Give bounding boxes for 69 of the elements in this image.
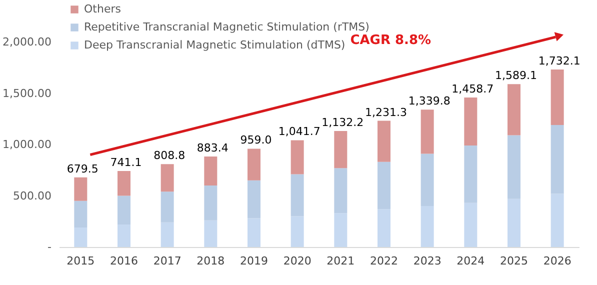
bar xyxy=(204,186,218,220)
x-tick-label: 2017 xyxy=(153,254,182,268)
bar xyxy=(290,174,304,216)
bar xyxy=(248,180,260,218)
bar xyxy=(248,218,260,247)
bar xyxy=(74,177,88,201)
total-label: 1,732.1 xyxy=(538,54,580,68)
x-tick-label: 2016 xyxy=(110,254,138,268)
y-tick-label: 500.00 xyxy=(13,189,52,202)
total-label: 1,339.8 xyxy=(408,94,450,108)
bar xyxy=(160,222,174,247)
x-tick-label: 2023 xyxy=(413,254,442,268)
x-tick-label: 2025 xyxy=(500,254,528,268)
x-tick-label: 2018 xyxy=(196,254,225,268)
legend-label: Deep Transcranial Magnetic Stimulation (dTMS) xyxy=(84,38,346,52)
bar xyxy=(334,130,348,168)
bar xyxy=(464,146,478,203)
total-label: 959.0 xyxy=(240,134,272,147)
bar xyxy=(74,200,88,228)
x-tick-label: 2022 xyxy=(370,254,398,268)
x-tick-label: 2021 xyxy=(326,254,355,268)
bar xyxy=(290,216,304,247)
y-tick-label: 1,500.00 xyxy=(2,86,52,100)
bar xyxy=(550,125,564,194)
y-tick-label: - xyxy=(48,240,52,254)
bar xyxy=(420,154,434,206)
x-tick-label: 2019 xyxy=(240,254,268,268)
total-label: 1,231.3 xyxy=(365,106,407,119)
bar xyxy=(378,120,390,162)
bar xyxy=(118,171,130,196)
total-label: 1,458.7 xyxy=(452,82,494,96)
bar xyxy=(160,192,174,222)
bar xyxy=(420,206,434,247)
legend-label: Repetitive Transcranial Magnetic Stimulation (rTMS) xyxy=(84,20,370,34)
x-tick-label: 2020 xyxy=(283,254,312,268)
y-tick-label: 1,000.00 xyxy=(2,138,52,151)
bar xyxy=(248,148,260,180)
bar xyxy=(464,97,478,146)
bar xyxy=(204,156,218,186)
bar xyxy=(74,228,88,247)
bar xyxy=(508,198,520,247)
bar xyxy=(508,84,520,136)
total-label: 741.1 xyxy=(110,156,142,170)
total-label: 1,132.2 xyxy=(322,116,364,129)
bar xyxy=(118,196,130,224)
bar xyxy=(160,164,174,192)
total-label: 1,041.7 xyxy=(278,125,320,138)
bar xyxy=(204,220,218,247)
total-label: 883.4 xyxy=(196,141,228,154)
x-tick-label: 2026 xyxy=(543,254,572,268)
legend-label: Others xyxy=(84,2,122,16)
x-tick-label: 2015 xyxy=(66,254,95,268)
bar xyxy=(550,194,564,247)
total-label: 1,589.1 xyxy=(495,69,537,82)
bar xyxy=(334,213,348,247)
bar xyxy=(118,224,130,247)
bar xyxy=(334,168,348,214)
x-tick-label: 2024 xyxy=(456,254,485,268)
total-label: 679.5 xyxy=(66,162,98,176)
annotation: CAGR 8.8% xyxy=(350,33,432,48)
bar xyxy=(508,135,520,199)
bar xyxy=(420,110,434,154)
bar xyxy=(290,140,304,174)
bar xyxy=(378,162,390,210)
total-label: 808.8 xyxy=(154,149,186,162)
y-tick-label: 2,000.00 xyxy=(2,36,52,48)
bar xyxy=(378,209,390,247)
bar xyxy=(550,69,564,126)
bar xyxy=(464,202,478,247)
